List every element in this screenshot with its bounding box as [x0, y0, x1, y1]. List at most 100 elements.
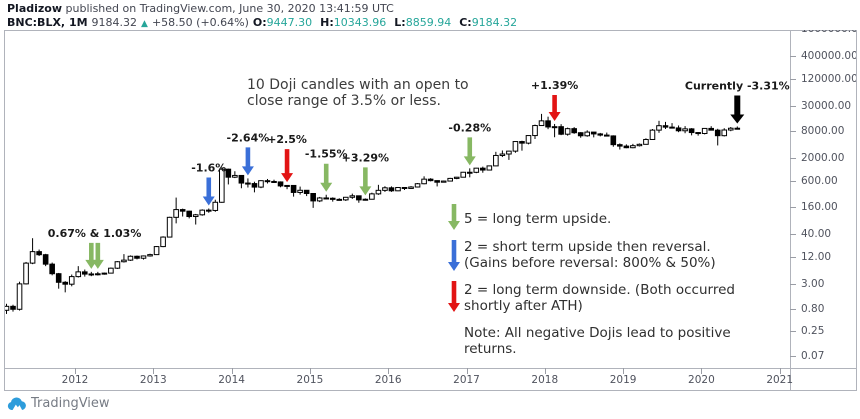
price-axis[interactable]: 1600000.00 400000.00 120000.00 30000.00 8000… [790, 30, 856, 390]
down-arrow-icon [548, 94, 561, 121]
low-pair: L:8859.94 [394, 16, 452, 29]
candle-up [721, 129, 728, 137]
price-tick [790, 309, 796, 311]
candle-up [23, 262, 29, 285]
candle-down [303, 189, 310, 195]
doji-annotation-label: 0.67% & 1.03% [48, 227, 142, 240]
candle-down [734, 127, 741, 130]
last-price: 9184.32 [91, 16, 138, 29]
down-arrow-icon [448, 281, 460, 312]
candle-down [669, 126, 675, 129]
candle-down [401, 186, 408, 189]
candle-up [114, 261, 121, 269]
candle-down [356, 195, 362, 201]
year-tick-label: 2018 [531, 374, 559, 386]
high-value: 10343.96 [333, 16, 387, 29]
price-tick [790, 56, 796, 57]
candle-down [329, 197, 336, 200]
legend-blue-arrow-icon [448, 240, 460, 271]
doji-annotation: +1.39% [531, 79, 578, 121]
candle-up [525, 135, 532, 144]
price-tick-label: 0.80 [801, 303, 825, 316]
down-arrow-icon [359, 167, 372, 196]
down-arrow-icon [448, 204, 460, 230]
author-link[interactable]: Pladizow [7, 2, 63, 15]
down-arrow-icon [241, 147, 254, 176]
candle-up [147, 254, 153, 257]
candle-up [297, 189, 303, 193]
candle-up [95, 273, 101, 276]
candle-down [55, 273, 62, 283]
candle-down [558, 126, 564, 135]
year-tick-label: 2019 [609, 374, 637, 386]
price-tick-label: 40.00 [801, 227, 832, 240]
year-tick-label: 2012 [61, 374, 89, 386]
candle-up [551, 126, 558, 129]
year-tick-label: 2021 [766, 374, 794, 386]
year-tick [153, 368, 155, 374]
plot-bottom-border [4, 368, 856, 369]
low-value: 8859.94 [405, 16, 452, 29]
candle-up [219, 168, 225, 203]
year-tick-label: 2014 [218, 374, 245, 386]
candle-up [88, 273, 95, 276]
legend-green-text: 5 = long term upside. [464, 211, 612, 227]
candle-up [284, 184, 290, 187]
candle-up [140, 255, 147, 259]
price-tick [790, 158, 796, 160]
candle-down [571, 128, 577, 134]
down-arrow-icon [730, 95, 745, 124]
doji-annotation: Currently -3.31% [685, 79, 790, 124]
price-tick [790, 181, 796, 183]
candle-down [519, 141, 525, 144]
price-tick [790, 105, 796, 107]
legend-red-text: 2 = long term downside. (Both occurred s… [464, 282, 735, 314]
candle-down [49, 263, 55, 275]
candle-down [662, 125, 669, 128]
candle-up [316, 197, 323, 202]
tradingview-logo[interactable]: TradingView [7, 396, 110, 411]
candle-down [186, 210, 192, 218]
candle-down [290, 184, 297, 193]
candle-up [121, 259, 127, 263]
candle-down [264, 180, 271, 183]
price-change: +58.50 (+0.64%) [151, 16, 249, 29]
doji-annotation: -1.6% [191, 162, 226, 206]
candle-up [630, 145, 636, 149]
candle-up [29, 251, 36, 264]
year-tick [544, 368, 546, 374]
candle-down [480, 167, 486, 171]
candle-up [532, 125, 538, 137]
legend-green-arrow-icon [448, 204, 460, 230]
candle-up [493, 154, 499, 167]
plot-top-border [4, 30, 856, 31]
candle-down [590, 131, 597, 135]
candle-up [342, 196, 349, 201]
candle-up [506, 150, 512, 155]
candle-down [225, 168, 232, 178]
time-axis[interactable]: 2012 2013 2014 2015 2016 2017 2018 2019 2020 2021 [4, 368, 856, 390]
candle-down [277, 181, 284, 187]
high-pair: H:10343.96 [320, 16, 387, 29]
candle-up [349, 195, 356, 198]
year-tick [701, 368, 703, 374]
year-tick [231, 368, 233, 374]
candle-up [512, 141, 519, 152]
year-tick-label: 2017 [453, 374, 480, 386]
candle-up [453, 176, 460, 179]
candle-down [577, 132, 584, 137]
price-tick [790, 79, 796, 81]
year-tick [466, 368, 468, 374]
price-tick-label: 0.25 [801, 325, 825, 338]
symbol-line: BNC:BLX, 1M 9184.32 ▲ +58.50 (+0.64%) O:9447… [7, 16, 525, 31]
down-arrow-icon [320, 163, 333, 192]
candle-down [238, 174, 245, 184]
candle-up [212, 201, 219, 211]
price-tick [790, 131, 796, 133]
year-tick-label: 2013 [139, 374, 167, 386]
outer-bottom-border [4, 390, 856, 391]
close-pair: C:9184.32 [459, 16, 518, 29]
price-tick-label: 30000.00 [801, 99, 852, 112]
